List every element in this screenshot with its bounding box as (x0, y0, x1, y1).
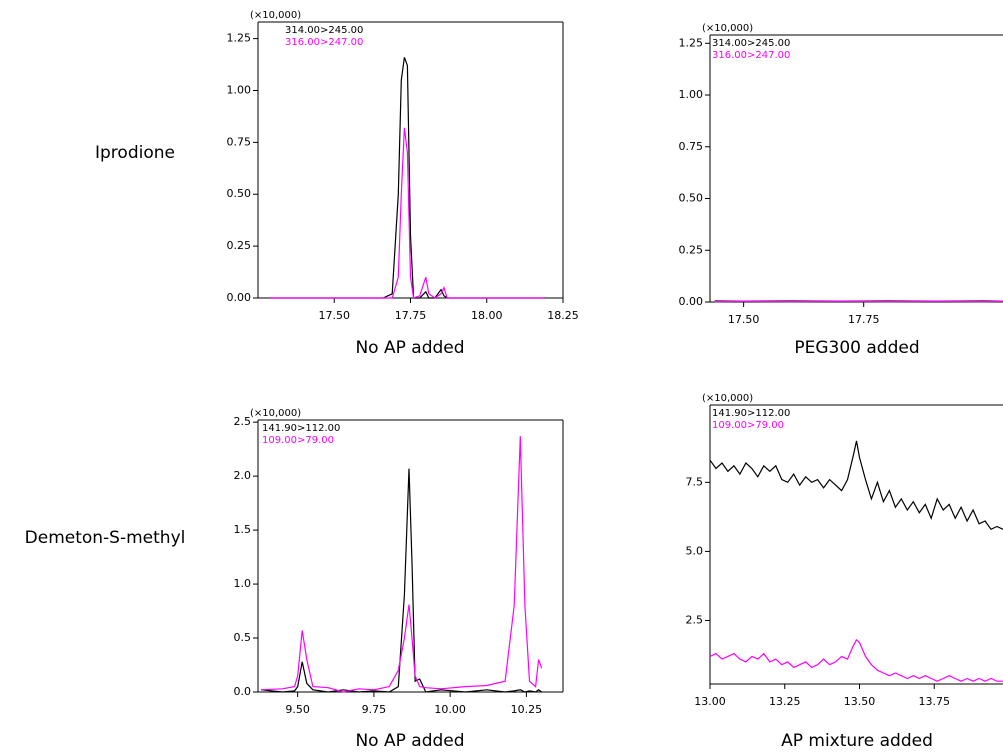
x-tick-label: 13.25 (769, 695, 801, 708)
x-tick-label: 13.75 (918, 695, 950, 708)
y-tick-label: 0.00 (679, 295, 704, 308)
y-tick-label: 2.5 (234, 415, 252, 428)
y-tick-label: 2.5 (686, 613, 704, 626)
trace-line (709, 440, 1003, 531)
trace-line (709, 638, 1003, 682)
legend-label: 109.00>79.00 (712, 420, 784, 431)
y-tick-label: 1.00 (679, 88, 704, 101)
y-tick-label: 0.00 (227, 291, 252, 304)
y-tick-label: 0.50 (679, 192, 704, 205)
y-tick-label: 0.25 (679, 243, 704, 256)
x-tick-label: 13.00 (694, 695, 726, 708)
y-tick-label: 1.5 (234, 523, 252, 536)
x-tick-label: 9.75 (362, 703, 387, 716)
y-tick-label: 1.0 (234, 577, 252, 590)
y-tick-label: 1.25 (227, 32, 252, 45)
y-tick-label: 0.0 (234, 685, 252, 698)
x-tick-label: 9.50 (285, 703, 310, 716)
y-tick-label: 0.50 (227, 187, 252, 200)
y-tick-label: 0.25 (227, 239, 252, 252)
trace-line (261, 436, 543, 693)
caption: AP mixture added (781, 731, 933, 751)
row-label: Iprodione (95, 143, 175, 163)
x-tick-label: 17.50 (319, 309, 351, 322)
caption: No AP added (355, 731, 464, 751)
legend-label: 316.00>247.00 (712, 50, 790, 61)
legend-label: 316.00>247.00 (285, 37, 363, 48)
y-tick-label: 0.75 (227, 135, 252, 148)
row-label: Demeton-S-methyl (25, 528, 186, 548)
x-tick-label: 17.75 (848, 313, 880, 326)
x-tick-label: 18.25 (547, 309, 579, 322)
trace-line (261, 468, 543, 693)
x-tick-label: 18.00 (471, 309, 503, 322)
y-tick-label: 0.5 (234, 631, 252, 644)
legend-label: 141.90>112.00 (262, 423, 340, 434)
y-multiplier: (×10,000) (250, 408, 301, 419)
y-tick-label: 2.0 (234, 469, 252, 482)
x-tick-label: 13.50 (844, 695, 876, 708)
y-multiplier: (×10,000) (702, 23, 753, 34)
legend-label: 314.00>245.00 (285, 25, 363, 36)
legend-label: 109.00>79.00 (262, 435, 334, 446)
trace-line (270, 127, 545, 299)
y-tick-label: 0.75 (679, 140, 704, 153)
caption: No AP added (355, 338, 464, 358)
y-tick-label: 5.0 (686, 544, 704, 557)
y-multiplier: (×10,000) (250, 10, 301, 21)
caption: PEG300 added (794, 338, 919, 358)
x-tick-label: 10.25 (511, 703, 543, 716)
y-tick-label: 7.5 (686, 475, 704, 488)
y-tick-label: 1.25 (679, 36, 704, 49)
x-tick-label: 17.50 (728, 313, 760, 326)
x-tick-label: 17.75 (395, 309, 427, 322)
x-tick-label: 10.00 (434, 703, 466, 716)
y-tick-label: 1.00 (227, 83, 252, 96)
y-multiplier: (×10,000) (702, 393, 753, 404)
legend-label: 141.90>112.00 (712, 408, 790, 419)
legend-label: 314.00>245.00 (712, 38, 790, 49)
